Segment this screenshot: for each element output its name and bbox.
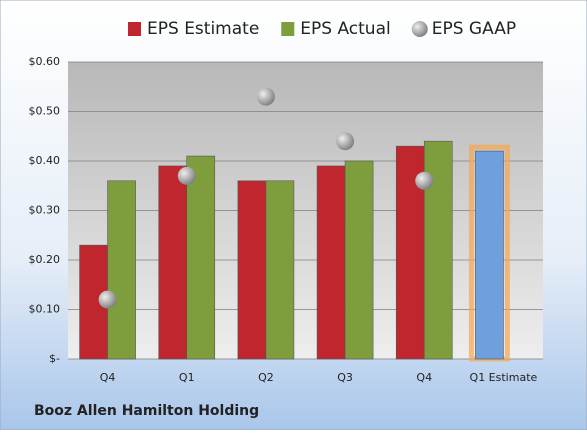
legend-swatch (128, 22, 141, 36)
y-tick-label: $- (49, 352, 60, 365)
gaap-point (177, 166, 196, 185)
y-tick-label: $0.20 (29, 253, 61, 266)
bar (316, 165, 346, 360)
bar (158, 165, 188, 360)
bar (186, 155, 216, 360)
legend-label: EPS Estimate (147, 19, 259, 39)
chart-title: Booz Allen Hamilton Holding (34, 403, 259, 419)
x-tick-label: Q4 (416, 371, 432, 384)
gaap-point (98, 290, 117, 309)
legend-swatch (281, 22, 295, 36)
x-tick-label: Q1 Estimate (470, 371, 538, 384)
legend-swatch (411, 21, 428, 37)
x-tick-label: Q3 (337, 371, 353, 384)
x-tick-label: Q2 (258, 371, 274, 384)
gaap-point (415, 171, 434, 190)
y-tick-label: $0.60 (29, 55, 61, 68)
bar (107, 180, 136, 360)
legend-label: EPS GAAP (432, 19, 516, 39)
bar (237, 180, 267, 360)
y-tick-label: $0.30 (29, 204, 61, 217)
y-tick-label: $0.50 (29, 105, 61, 118)
y-tick-label: $0.40 (29, 154, 61, 167)
bar (265, 180, 295, 360)
gaap-point (256, 87, 275, 106)
x-tick-label: Q1 (179, 371, 195, 384)
bar (344, 160, 374, 360)
x-tick-label: Q4 (100, 371, 116, 384)
gaap-point (336, 132, 355, 151)
y-tick-label: $0.10 (29, 303, 61, 316)
legend-label: EPS Actual (300, 19, 390, 39)
bar (475, 150, 504, 360)
